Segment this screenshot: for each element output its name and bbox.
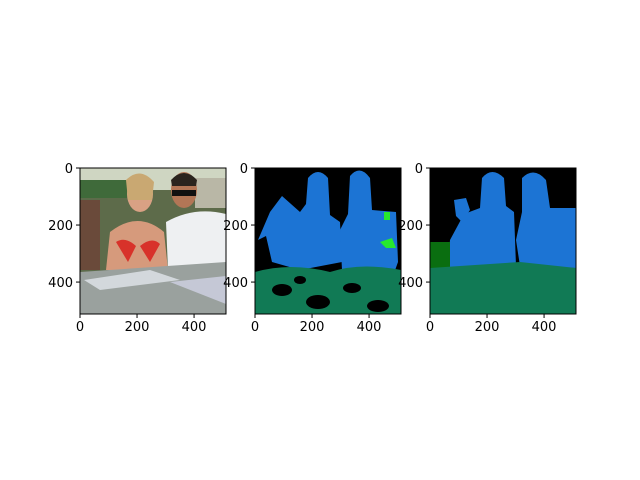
photo <box>80 168 226 314</box>
x-tick-label: 0 <box>251 320 259 335</box>
y-tick-label: 0 <box>415 162 423 177</box>
y-tick-label: 0 <box>240 162 248 177</box>
y-tick-label: 400 <box>398 276 423 291</box>
x-tick-label: 400 <box>532 320 557 335</box>
x-tick-label: 400 <box>357 320 382 335</box>
segmentation-prediction <box>255 168 401 314</box>
x-tick-label: 200 <box>300 320 325 335</box>
y-tick-label: 400 <box>223 276 248 291</box>
x-tick-label: 200 <box>125 320 150 335</box>
axes-frame <box>79 167 227 315</box>
x-tick-label: 400 <box>182 320 207 335</box>
y-tick-label: 200 <box>398 219 423 234</box>
segmentation-ground-truth <box>430 168 576 314</box>
axes-frame <box>254 167 402 315</box>
y-tick-label: 0 <box>65 162 73 177</box>
x-tick-label: 0 <box>76 320 84 335</box>
y-tick-label: 400 <box>48 276 73 291</box>
x-tick-label: 200 <box>475 320 500 335</box>
y-tick-label: 200 <box>223 219 248 234</box>
y-tick-label: 200 <box>48 219 73 234</box>
axes-frame <box>429 167 577 315</box>
x-tick-label: 0 <box>426 320 434 335</box>
